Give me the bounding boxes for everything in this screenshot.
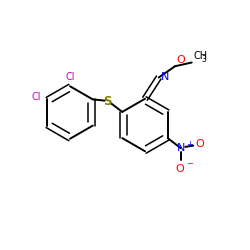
Text: CH: CH (193, 51, 207, 61)
Text: N: N (176, 143, 185, 153)
Text: Cl: Cl (32, 92, 41, 102)
Text: O: O (176, 164, 184, 174)
Text: −: − (186, 159, 193, 168)
Text: O: O (195, 140, 204, 149)
Text: Cl: Cl (65, 72, 75, 83)
Text: 3: 3 (201, 56, 206, 64)
Text: N: N (161, 72, 169, 83)
Text: S: S (104, 95, 112, 108)
Text: +: + (186, 140, 193, 149)
Text: O: O (176, 55, 185, 65)
